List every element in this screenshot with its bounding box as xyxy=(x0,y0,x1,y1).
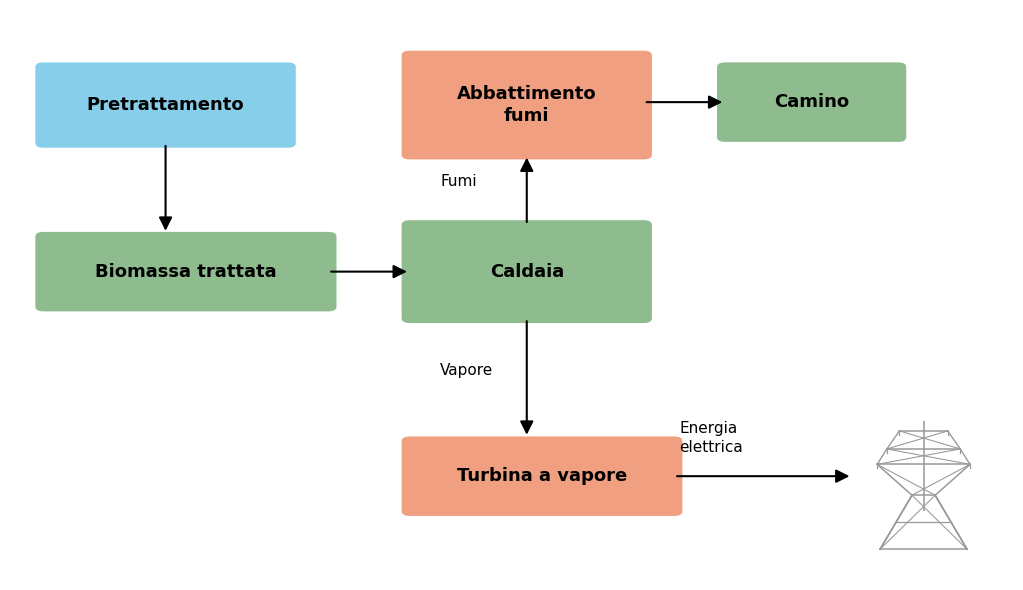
FancyBboxPatch shape xyxy=(402,220,652,323)
FancyBboxPatch shape xyxy=(402,437,682,516)
FancyBboxPatch shape xyxy=(36,63,296,148)
Text: Biomassa trattata: Biomassa trattata xyxy=(95,263,277,281)
Text: Energia
elettrica: Energia elettrica xyxy=(679,421,743,455)
FancyBboxPatch shape xyxy=(36,232,337,312)
Text: Caldaia: Caldaia xyxy=(490,263,564,281)
Text: Fumi: Fumi xyxy=(440,173,477,189)
Text: Camino: Camino xyxy=(774,93,849,111)
FancyBboxPatch shape xyxy=(402,51,652,159)
Text: Vapore: Vapore xyxy=(440,363,493,378)
FancyBboxPatch shape xyxy=(717,63,906,142)
Text: Turbina a vapore: Turbina a vapore xyxy=(457,467,627,485)
Text: Pretrattamento: Pretrattamento xyxy=(87,96,244,114)
Text: Abbattimento
fumi: Abbattimento fumi xyxy=(457,85,596,125)
